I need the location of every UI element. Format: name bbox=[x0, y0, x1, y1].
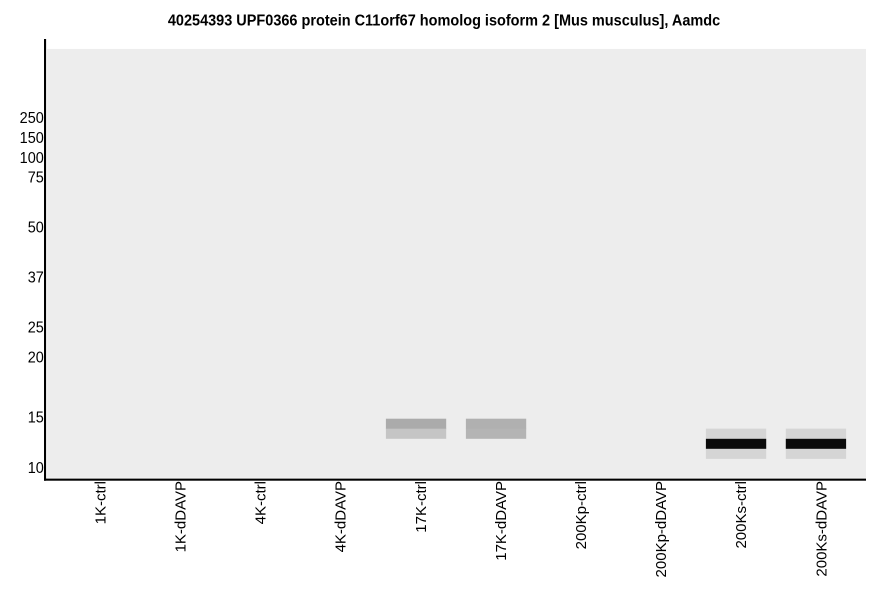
svg-text:200Ks-ctrl: 200Ks-ctrl bbox=[733, 481, 750, 549]
svg-text:200Kp-dDAVP: 200Kp-dDAVP bbox=[653, 481, 670, 577]
svg-text:1K-dDAVP: 1K-dDAVP bbox=[173, 481, 190, 552]
svg-text:4K-ctrl: 4K-ctrl bbox=[253, 481, 270, 524]
svg-text:200Kp-ctrl: 200Kp-ctrl bbox=[573, 481, 590, 549]
svg-text:4K-dDAVP: 4K-dDAVP bbox=[333, 481, 350, 552]
svg-text:15: 15 bbox=[28, 409, 44, 427]
svg-text:40254393 UPF0366 protein C11or: 40254393 UPF0366 protein C11orf67 homolo… bbox=[168, 12, 721, 30]
svg-text:17K-ctrl: 17K-ctrl bbox=[413, 481, 430, 533]
svg-text:250: 250 bbox=[20, 109, 44, 127]
svg-text:200Ks-dDAVP: 200Ks-dDAVP bbox=[813, 481, 830, 577]
svg-text:150: 150 bbox=[20, 129, 44, 147]
svg-text:10: 10 bbox=[28, 459, 44, 477]
svg-text:17K-dDAVP: 17K-dDAVP bbox=[493, 481, 510, 561]
svg-text:20: 20 bbox=[28, 349, 44, 367]
svg-text:75: 75 bbox=[28, 169, 44, 187]
svg-text:100: 100 bbox=[20, 149, 44, 167]
svg-text:37: 37 bbox=[28, 269, 44, 287]
svg-text:50: 50 bbox=[28, 219, 44, 237]
svg-text:25: 25 bbox=[28, 319, 44, 337]
svg-text:1K-ctrl: 1K-ctrl bbox=[92, 481, 109, 524]
